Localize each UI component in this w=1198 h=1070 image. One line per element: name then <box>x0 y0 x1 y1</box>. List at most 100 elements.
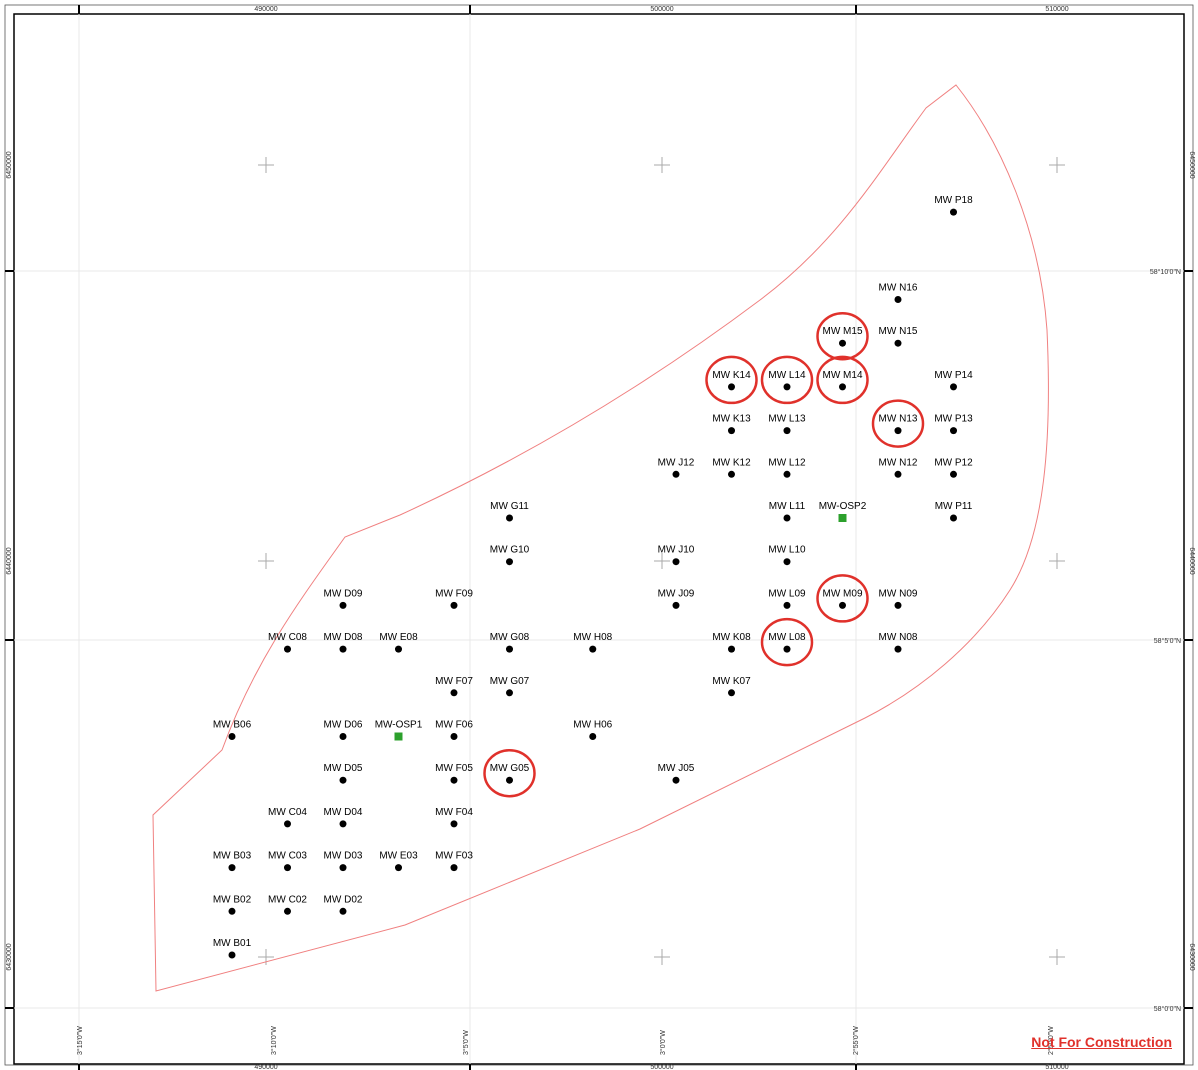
turbine-mw-n09: MW N09 <box>879 588 918 609</box>
turbine-mw-j12: MW J12 <box>658 457 695 478</box>
turbine-marker <box>450 776 458 784</box>
turbine-label: MW J09 <box>658 588 695 599</box>
turbine-mw-p18: MW P18 <box>934 195 973 216</box>
turbine-marker <box>894 427 902 435</box>
right-northing-label: 6450000 <box>1188 151 1195 178</box>
turbine-mw-f09: MW F09 <box>435 588 473 609</box>
turbine-label: MW N13 <box>879 414 918 425</box>
turbine-label: MW F05 <box>435 763 473 774</box>
turbine-marker <box>506 558 513 566</box>
turbine-label: MW L13 <box>768 414 806 425</box>
turbine-label: MW M09 <box>823 588 863 599</box>
turbine-marker <box>339 864 347 872</box>
turbine-marker <box>395 864 402 872</box>
turbine-mw-b02: MW B02 <box>213 894 252 915</box>
turbine-marker <box>228 864 236 872</box>
turbine-mw-f03: MW F03 <box>435 851 473 872</box>
turbine-mw-l08: MW L08 <box>768 632 806 653</box>
turbine-marker <box>950 427 957 435</box>
substation-marker <box>838 514 847 522</box>
turbine-marker <box>506 689 513 697</box>
turbine-mw-n16: MW N16 <box>879 283 918 303</box>
turbine-mw-n12: MW N12 <box>879 457 918 478</box>
turbine-marker <box>284 820 291 828</box>
turbine-mw-k08: MW K08 <box>712 632 751 653</box>
not-for-construction-note: Not For Construction <box>1031 1034 1172 1050</box>
highlight-circle <box>816 574 869 623</box>
turbine-mw-c08: MW C08 <box>268 632 307 653</box>
turbine-label: MW C04 <box>268 807 307 818</box>
turbine-layer: MW B01 MW B02 MW C02 MW D02 MW B03 MW C03 MW D… <box>213 195 973 959</box>
substation-mw-osp1: MW-OSP1 <box>375 720 423 741</box>
bottom-easting-label: 490000 <box>254 1064 277 1070</box>
turbine-label: MW N15 <box>879 326 918 337</box>
turbine-mw-f04: MW F04 <box>435 807 473 828</box>
turbine-label: MW H06 <box>573 720 612 731</box>
turbine-label: MW G07 <box>490 676 530 687</box>
turbine-marker <box>589 645 597 653</box>
turbine-marker <box>228 733 236 740</box>
left-northing-label: 6430000 <box>6 943 13 970</box>
turbine-label: MW F04 <box>435 807 473 818</box>
turbine-marker <box>450 864 458 872</box>
bottom-longitude-label: 3°10'0"W <box>270 1026 278 1055</box>
site-boundary <box>152 84 1049 992</box>
turbine-mw-l12: MW L12 <box>768 457 806 478</box>
right-northing-label: 6430000 <box>1188 943 1195 970</box>
turbine-marker <box>728 383 735 391</box>
map-outer-frame <box>4 4 1194 1066</box>
top-easting-label: 500000 <box>650 6 673 13</box>
turbine-marker <box>506 645 513 653</box>
turbine-label: MW J05 <box>658 763 695 774</box>
turbine-marker <box>783 427 791 435</box>
turbine-mw-f06: MW F06 <box>435 720 473 740</box>
turbine-label: MW G05 <box>490 763 530 774</box>
turbine-mw-l10: MW L10 <box>768 545 806 566</box>
highlight-circle <box>871 399 925 448</box>
turbine-label: MW N08 <box>879 632 918 643</box>
turbine-mw-j10: MW J10 <box>658 545 695 566</box>
turbine-marker <box>339 820 347 828</box>
turbine-mw-g07: MW G07 <box>490 676 530 697</box>
bottom-longitude-label: 2°55'0"W <box>852 1026 860 1055</box>
bottom-longitude-label: 2°50'0"W <box>1047 1026 1055 1055</box>
turbine-label: MW B06 <box>213 720 252 731</box>
turbine-label: MW G08 <box>490 632 530 643</box>
turbine-label: MW E08 <box>379 632 418 643</box>
turbine-mw-g05: MW G05 <box>490 763 530 784</box>
turbine-marker <box>672 558 680 566</box>
turbine-marker <box>339 645 347 653</box>
turbine-label: MW L11 <box>769 501 806 512</box>
turbine-marker <box>728 470 735 478</box>
turbine-marker <box>339 776 347 784</box>
right-latitude-label: 58°5'0"N <box>1154 637 1181 645</box>
turbine-mw-d04: MW D04 <box>324 807 363 828</box>
turbine-mw-n15: MW N15 <box>879 326 918 347</box>
turbine-mw-d05: MW D05 <box>324 763 363 784</box>
bottom-easting-label: 500000 <box>650 1064 673 1070</box>
substation-label: MW-OSP1 <box>375 720 423 731</box>
top-easting-label: 510000 <box>1045 6 1068 13</box>
highlight-circle <box>483 748 536 798</box>
turbine-label: MW F09 <box>435 588 473 599</box>
highlight-circle <box>816 311 869 361</box>
turbine-label: MW K13 <box>712 414 751 425</box>
turbine-mw-b01: MW B01 <box>213 938 252 959</box>
substation-mw-osp2: MW-OSP2 <box>819 501 867 522</box>
turbine-label: MW K07 <box>712 676 751 687</box>
turbine-label: MW K12 <box>712 457 751 468</box>
turbine-mw-l13: MW L13 <box>768 414 806 435</box>
turbine-mw-d08: MW D08 <box>324 632 363 653</box>
turbine-mw-l11: MW L11 <box>769 501 806 522</box>
turbine-mw-p12: MW P12 <box>934 457 973 478</box>
turbine-mw-f05: MW F05 <box>435 763 473 784</box>
turbine-marker <box>728 427 735 435</box>
turbine-label: MW C02 <box>268 894 307 905</box>
turbine-label: MW J10 <box>658 545 695 556</box>
highlight-circle <box>760 355 814 405</box>
turbine-marker <box>894 645 902 653</box>
turbine-label: MW D08 <box>324 632 363 643</box>
turbine-label: MW N09 <box>879 588 918 599</box>
turbine-label: MW L08 <box>768 632 806 643</box>
turbine-label: MW D03 <box>324 851 363 862</box>
